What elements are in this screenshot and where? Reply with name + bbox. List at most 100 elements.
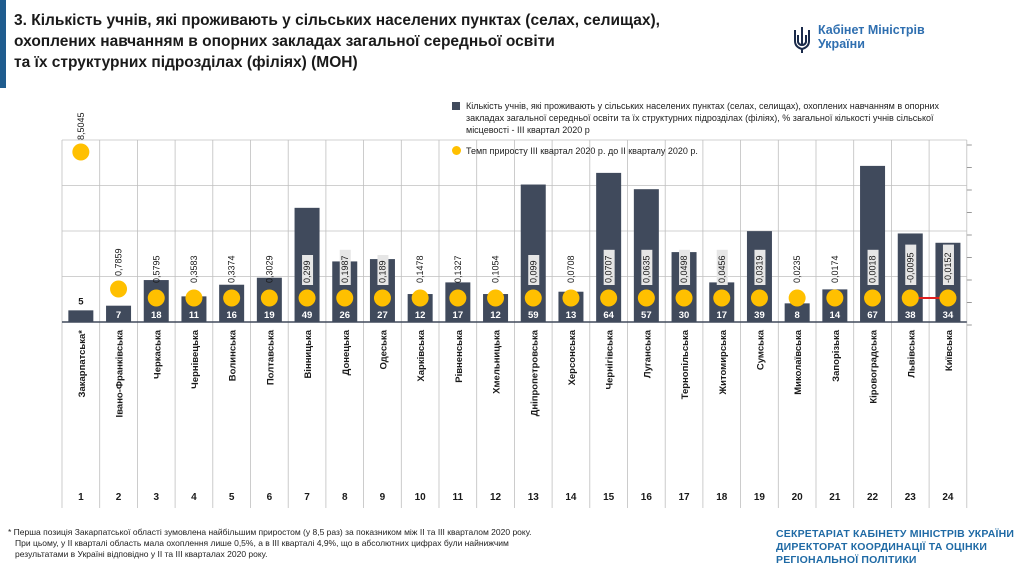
growth-label-backing bbox=[339, 249, 351, 285]
logo-line-1: Кабінет Міністрів bbox=[818, 23, 925, 37]
title-line-1: 3. Кількість учнів, які проживають у сіл… bbox=[14, 12, 660, 29]
rank-number: 14 bbox=[565, 492, 577, 503]
growth-dot bbox=[223, 289, 241, 307]
legend-dots-label: Темп приросту III квартал 2020 р. до II … bbox=[466, 146, 698, 156]
bar bbox=[68, 310, 94, 322]
bar-value-label: 39 bbox=[754, 310, 765, 321]
rank-number: 21 bbox=[829, 492, 841, 503]
growth-value-label: 0,0498 bbox=[679, 255, 689, 283]
category-label: Донецька bbox=[341, 329, 352, 375]
rank-number: 7 bbox=[304, 492, 310, 503]
growth-dot bbox=[487, 289, 505, 307]
bar-value-label: 17 bbox=[716, 310, 727, 321]
bar-value-label: 27 bbox=[377, 310, 388, 321]
bar-value-label: 67 bbox=[867, 310, 878, 321]
rank-number: 1 bbox=[78, 492, 84, 503]
growth-value-label: 0,1327 bbox=[453, 255, 463, 283]
bar-value-label: 14 bbox=[830, 310, 841, 321]
growth-value-label: 0,0174 bbox=[830, 255, 840, 283]
growth-dot bbox=[675, 289, 693, 307]
category-label: Хмельницька bbox=[492, 329, 503, 394]
legend-item-bars: Кількість учнів, які проживають у сільсь… bbox=[452, 100, 972, 136]
bar-value-label: 38 bbox=[905, 310, 916, 321]
footnote: * Перша позиція Закарпатської області зу… bbox=[8, 527, 618, 560]
growth-dot bbox=[449, 289, 467, 307]
growth-dot bbox=[750, 289, 768, 307]
category-label: Херсонська bbox=[567, 329, 578, 385]
bar-value-label: 64 bbox=[603, 310, 614, 321]
rank-number: 6 bbox=[267, 492, 273, 503]
footnote-line-1: * Перша позиція Закарпатської області зу… bbox=[8, 527, 532, 537]
growth-dot bbox=[336, 289, 354, 307]
growth-dot bbox=[260, 289, 278, 307]
rank-number: 8 bbox=[342, 492, 348, 503]
bar-value-label: 16 bbox=[226, 310, 237, 321]
growth-value-label: 0,299 bbox=[302, 260, 312, 283]
growth-value-label: 0,0635 bbox=[641, 255, 651, 283]
category-label: Чернігівська bbox=[605, 329, 616, 389]
rank-number: 11 bbox=[453, 492, 464, 503]
bar-value-label: 11 bbox=[189, 310, 200, 321]
growth-value-label: 0,1478 bbox=[415, 255, 425, 283]
rank-number: 23 bbox=[905, 492, 917, 503]
growth-dot bbox=[864, 289, 882, 307]
bar-value-label: 57 bbox=[641, 310, 652, 321]
growth-value-label: 0,189 bbox=[377, 260, 387, 283]
growth-label-backing bbox=[603, 249, 615, 285]
bar-value-label: 12 bbox=[415, 310, 426, 321]
growth-value-label: 8,5045 bbox=[76, 112, 86, 140]
bar-value-label: 12 bbox=[490, 310, 501, 321]
logo-line-2: України bbox=[818, 37, 865, 51]
rank-number: 18 bbox=[716, 492, 728, 503]
category-label: Київська bbox=[944, 329, 955, 371]
title-line-2: охоплених навчанням в опорних закладах з… bbox=[14, 33, 555, 50]
category-label: Вінницька bbox=[303, 329, 314, 378]
rank-number: 12 bbox=[490, 492, 502, 503]
growth-value-label: 0,099 bbox=[528, 260, 538, 283]
organization-block: СЕКРЕТАРІАТ КАБІНЕТУ МІНІСТРІВ УКРАЇНИ Д… bbox=[776, 528, 1021, 567]
growth-dot bbox=[826, 289, 844, 307]
growth-value-label: -0,0095 bbox=[905, 252, 915, 283]
growth-value-label: 0,3583 bbox=[189, 255, 199, 283]
growth-dot bbox=[72, 143, 90, 161]
page-title: 3. Кількість учнів, які проживають у сіл… bbox=[14, 10, 714, 73]
bar-value-label: 59 bbox=[528, 310, 539, 321]
category-label: Полтавська bbox=[265, 329, 276, 385]
bar-value-label: 34 bbox=[943, 310, 954, 321]
chart-legend: Кількість учнів, які проживають у сільсь… bbox=[452, 100, 972, 157]
growth-dot bbox=[637, 289, 655, 307]
category-label: Запорізька bbox=[831, 329, 842, 382]
rank-number: 22 bbox=[867, 492, 879, 503]
rank-number: 17 bbox=[678, 492, 690, 503]
growth-value-label: 0,0707 bbox=[604, 255, 614, 283]
growth-value-label: 0,0018 bbox=[868, 255, 878, 283]
title-line-3: та їх структурних підрозділах (філіях) (… bbox=[14, 54, 358, 71]
bar-chart: 57 18 11 16 19 49 26 27 12 17 12 59 13 64 57 30 17 39 8 14 6… bbox=[61, 112, 972, 508]
category-label: Одеська bbox=[378, 329, 389, 369]
rank-number: 20 bbox=[792, 492, 804, 503]
growth-dot bbox=[713, 289, 731, 307]
growth-label-backing bbox=[377, 255, 389, 285]
rank-number: 15 bbox=[603, 492, 615, 503]
growth-value-label: 0,0456 bbox=[717, 255, 727, 283]
growth-value-label: 0,0235 bbox=[792, 255, 802, 283]
bar-value-label: 5 bbox=[78, 296, 84, 307]
rank-number: 10 bbox=[415, 492, 427, 503]
growth-dot bbox=[901, 289, 919, 307]
cabinet-logo: Кабінет Міністрів України bbox=[790, 22, 970, 62]
growth-value-label: 0,1987 bbox=[340, 255, 350, 283]
category-label: Закарпатська* bbox=[77, 330, 88, 398]
rank-number: 3 bbox=[153, 492, 159, 503]
growth-label-backing bbox=[905, 244, 917, 285]
bar-value-label: 49 bbox=[302, 310, 313, 321]
growth-dot bbox=[788, 289, 806, 307]
growth-label-backing bbox=[528, 255, 540, 285]
rank-number: 2 bbox=[116, 492, 122, 503]
org-line-3: РЕГІОНАЛЬНОЇ ПОЛІТИКИ bbox=[776, 554, 917, 566]
rank-number: 19 bbox=[754, 492, 766, 503]
growth-label-backing bbox=[942, 244, 954, 285]
accent-bar bbox=[0, 0, 6, 88]
category-label: Рівненська bbox=[454, 329, 465, 382]
growth-dot bbox=[939, 289, 957, 307]
bar-value-label: 13 bbox=[566, 310, 577, 321]
